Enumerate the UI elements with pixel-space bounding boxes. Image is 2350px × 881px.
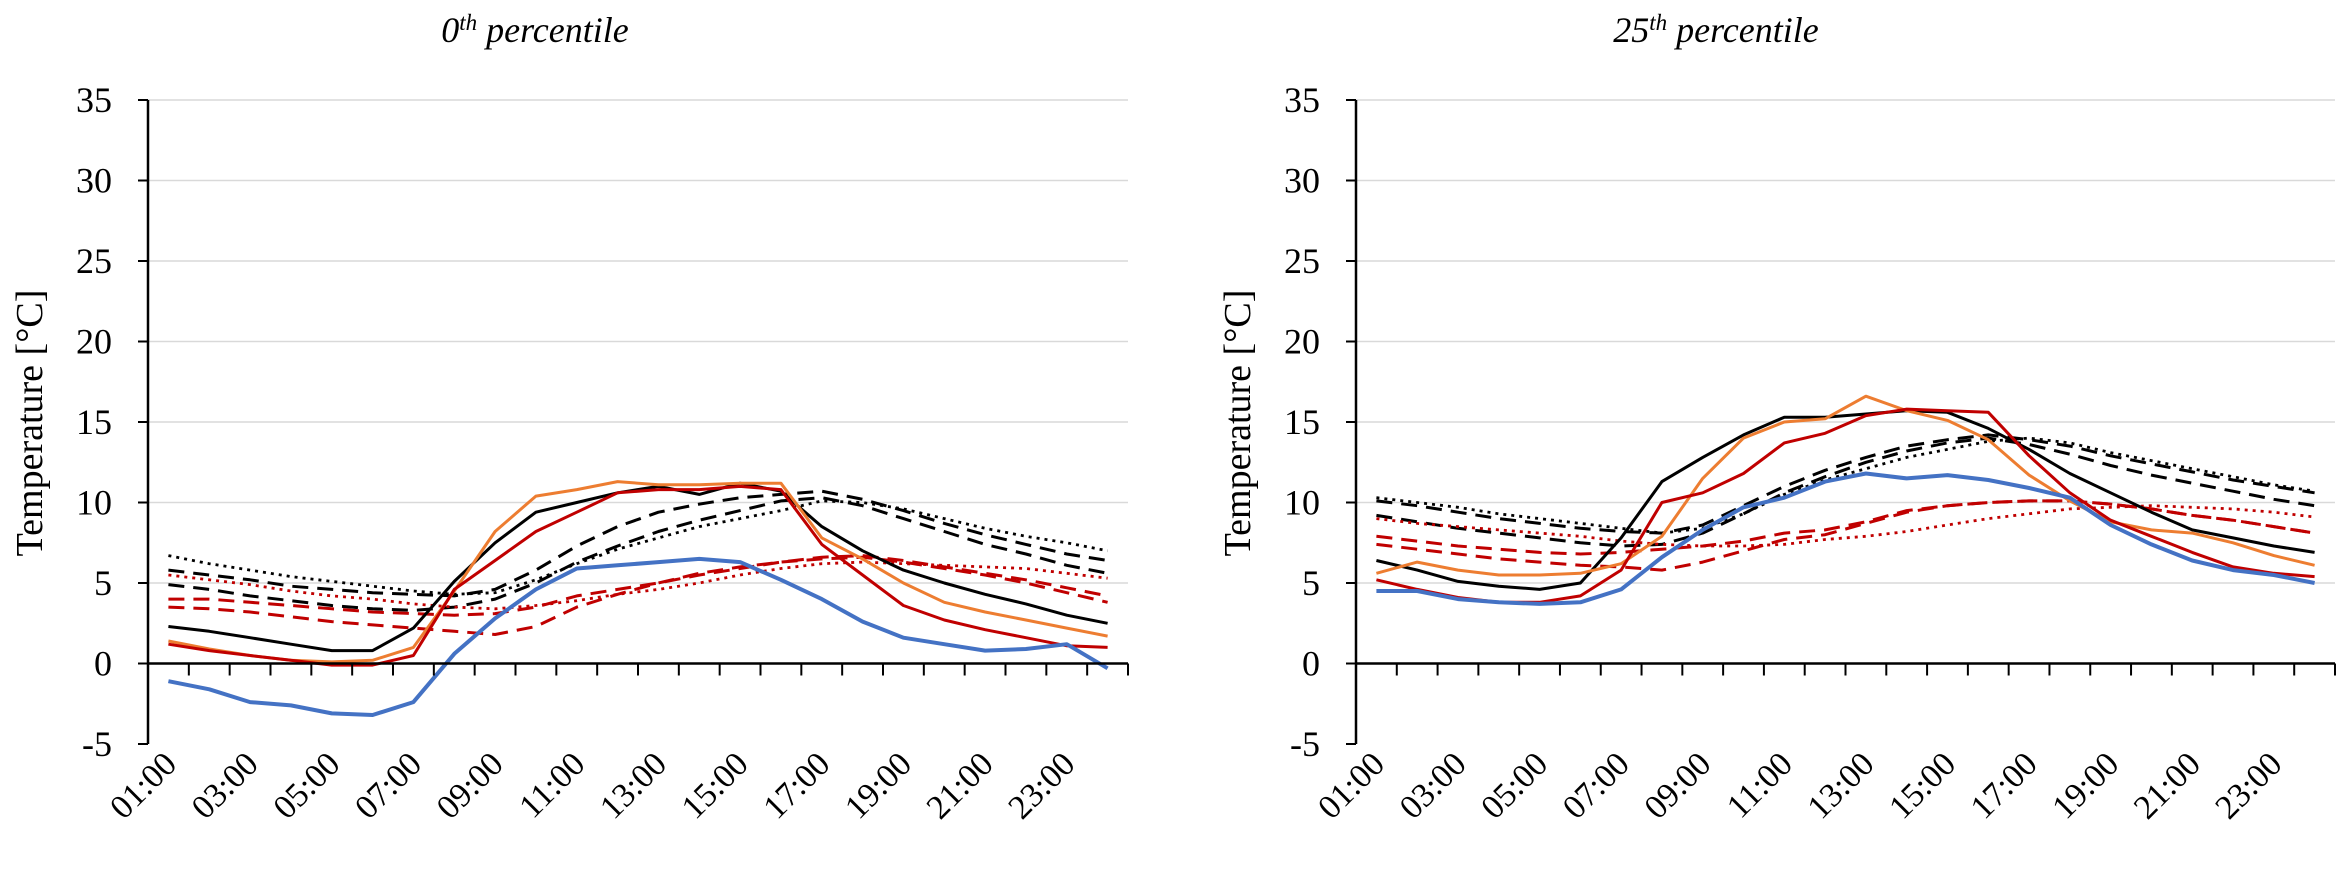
y-tick-label: 25 [1284, 241, 1320, 281]
series-line-red-solid [168, 484, 1108, 667]
series-line-red-dotted [168, 560, 1108, 611]
x-tick-label: 11:00 [1720, 745, 1800, 825]
series-line-orange-solid [168, 480, 1108, 664]
x-tick-label: 17:00 [1964, 745, 2045, 826]
y-tick-label: 30 [76, 161, 112, 201]
y-tick-label: 20 [1284, 322, 1320, 362]
series-line-black-dashed-upper [1376, 433, 2315, 535]
x-tick-label: 19:00 [838, 745, 919, 826]
series-line-red-dashed-lower [168, 555, 1108, 636]
series-line-black-dotted [168, 499, 1108, 596]
series-line-orange-solid [1376, 394, 2315, 577]
x-tick-label: 11:00 [512, 745, 592, 825]
y-tick-label: 0 [94, 644, 112, 684]
series-line-blue-solid [1376, 471, 2315, 606]
y-tick-label: 5 [94, 563, 112, 603]
series-line-black-solid [1376, 409, 2315, 591]
chart-0th-percentile: 0th percentile Temperature [°C] -5 0 5 10 15… [9, 10, 1129, 826]
series-line-black-solid [168, 481, 1108, 653]
y-tick-label: 5 [1302, 563, 1320, 603]
y-axis-label: Temperature [°C] [1217, 290, 1259, 557]
y-tick-label: -5 [1290, 724, 1320, 764]
x-tick-label: 07:00 [348, 745, 429, 826]
x-tick-label: 05:00 [266, 745, 347, 826]
series-line-red-dashed-upper [168, 554, 1108, 617]
y-tick-label: 10 [1284, 483, 1320, 523]
series-line-red-dashed-upper [1376, 499, 2315, 556]
x-tick-label: 05:00 [1474, 745, 1555, 826]
x-tick-label: 15:00 [675, 745, 756, 826]
x-tick-label: 07:00 [1556, 745, 1637, 826]
series-line-black-dotted [1376, 436, 2315, 535]
x-tick-label: 23:00 [1001, 745, 1082, 826]
y-tick-label: 35 [76, 80, 112, 120]
x-tick-label: 19:00 [2045, 745, 2126, 826]
x-tick-label: 03:00 [185, 745, 266, 826]
x-tick-label: 21:00 [2127, 745, 2208, 826]
x-tick-label: 17:00 [756, 745, 837, 826]
x-tick-label: 15:00 [1882, 745, 1963, 826]
series-line-blue-solid [168, 556, 1109, 717]
series-line-black-dashed-lower [1376, 436, 2315, 548]
x-tick-label: 09:00 [1637, 745, 1718, 826]
x-tick-label: 21:00 [920, 745, 1001, 826]
y-tick-label: -5 [82, 724, 112, 764]
chart-25th-percentile: 25th percentile Temperature [°C] -5 0 5 10 1… [1217, 10, 2336, 826]
x-tick-label: 23:00 [2209, 745, 2290, 826]
y-tick-label: 10 [76, 483, 112, 523]
y-tick-label: 15 [76, 402, 112, 442]
series-line-black-dashed-upper [168, 489, 1108, 598]
y-tick-label: 35 [1284, 80, 1320, 120]
x-tick-label: 01:00 [103, 745, 184, 826]
series-line-red-dashed-lower [1376, 499, 2315, 572]
series-line-black-dashed-lower [168, 496, 1108, 612]
series-line-red-dotted [1376, 504, 2315, 548]
x-tick-label: 03:00 [1393, 745, 1474, 826]
y-tick-label: 25 [76, 241, 112, 281]
x-tick-label: 01:00 [1311, 745, 1392, 826]
x-tick-label: 13:00 [1801, 745, 1882, 826]
y-tick-label: 0 [1302, 644, 1320, 684]
x-tick-label: 09:00 [430, 745, 511, 826]
y-tick-label: 20 [76, 322, 112, 362]
y-tick-label: 30 [1284, 161, 1320, 201]
chart-title: 0th percentile [441, 10, 629, 50]
y-axis-label: Temperature [°C] [9, 290, 51, 557]
x-tick-label: 13:00 [593, 745, 674, 826]
chart-title: 25th percentile [1613, 10, 1819, 50]
y-tick-label: 15 [1284, 402, 1320, 442]
